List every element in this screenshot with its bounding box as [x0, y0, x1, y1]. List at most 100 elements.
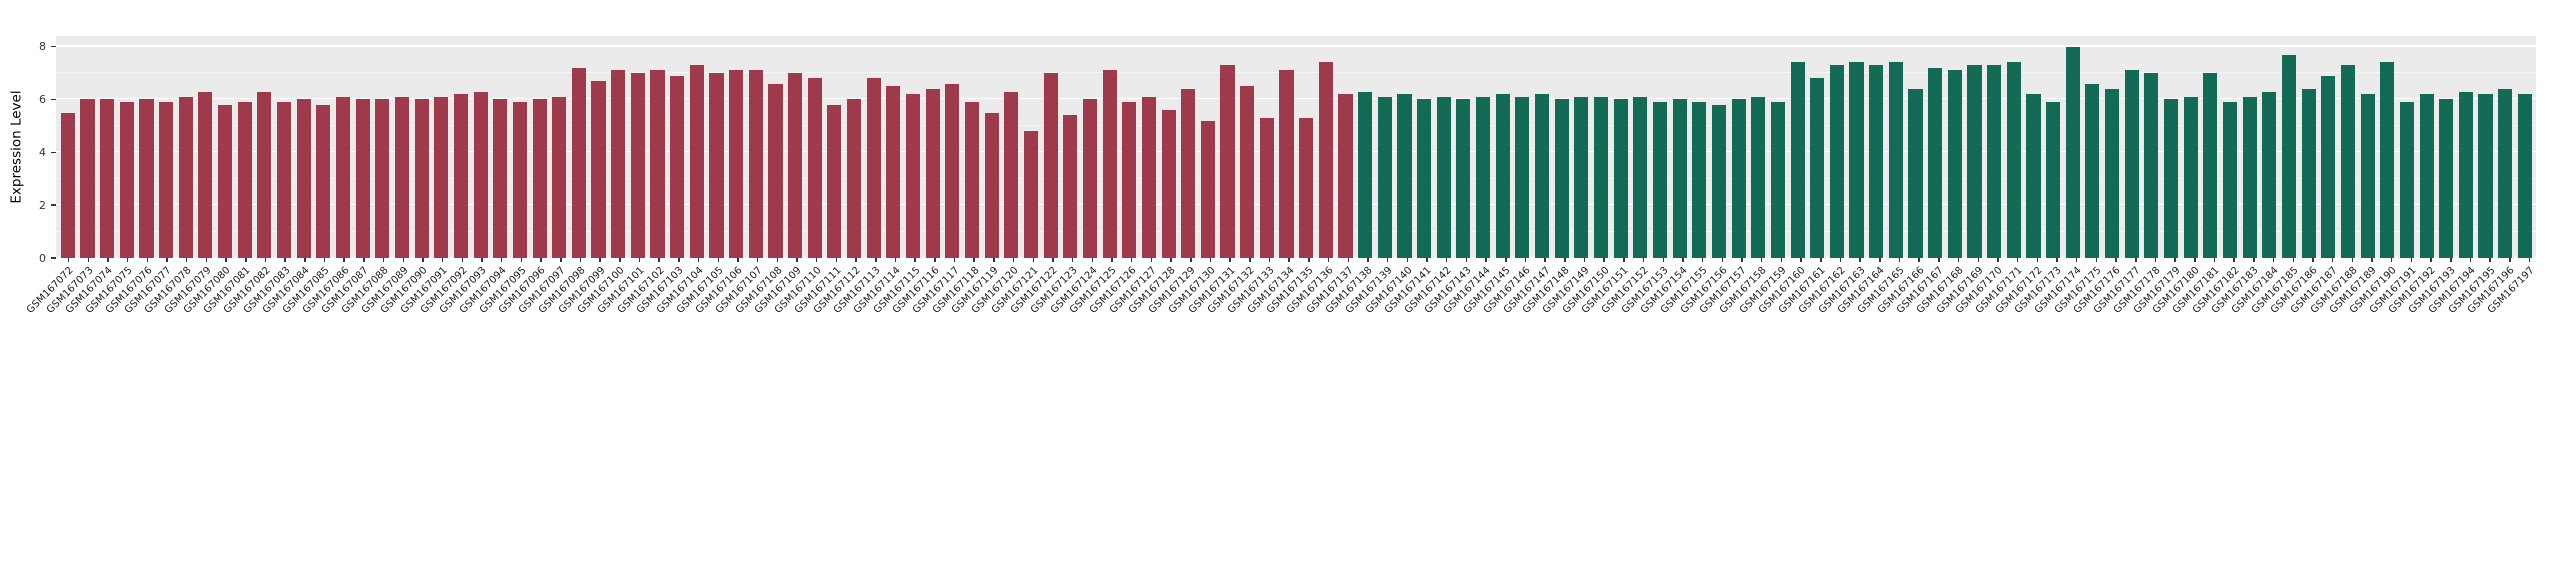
x-axis-label-slot: GSM167149	[1541, 258, 1594, 378]
x-axis-label-slot: GSM167197	[2486, 258, 2539, 378]
x-axis-tick-mark	[1741, 258, 1743, 262]
x-axis-tick-mark	[2075, 258, 2078, 262]
bar-slot	[2495, 36, 2515, 258]
x-axis-label-slot: GSM167120	[970, 258, 1023, 378]
bar	[2183, 96, 2198, 258]
x-axis-tick-mark	[2213, 258, 2216, 262]
x-axis-tick-mark	[1485, 258, 1487, 262]
bar-slot	[1316, 36, 1336, 258]
bar	[1397, 94, 1412, 258]
y-axis-tick-label: 4	[39, 145, 46, 159]
bar-slot	[1807, 36, 1827, 258]
bar-slot	[2181, 36, 2201, 258]
bar-slot	[1296, 36, 1316, 258]
y-axis-tick-label: 2	[39, 198, 46, 212]
x-axis-tick-mark	[914, 258, 916, 262]
x-axis-label-slot: GSM167118	[930, 258, 984, 378]
x-axis-tick-mark	[776, 258, 779, 262]
bar	[80, 99, 95, 258]
x-axis-tick-mark	[973, 258, 975, 262]
x-axis-tick-mark	[185, 258, 188, 262]
bar-slot	[97, 36, 117, 258]
bar-slot	[196, 36, 216, 258]
bar	[532, 99, 547, 258]
bar	[630, 73, 645, 258]
bar-slot	[156, 36, 176, 258]
x-axis-tick-mark	[304, 258, 306, 262]
x-axis-tick-mark	[1386, 258, 1389, 262]
x-axis-tick-mark	[500, 258, 503, 262]
x-axis-tick-mark	[697, 258, 700, 262]
bar	[866, 78, 881, 258]
x-axis-label-slot: GSM167171	[1974, 258, 2027, 378]
bar	[2478, 94, 2493, 258]
bar-slot	[2299, 36, 2319, 258]
x-axis-label-slot: GSM167092	[419, 258, 472, 378]
x-axis-label-slot: GSM167160	[1757, 258, 1811, 378]
x-axis-label-slot: GSM167108	[734, 258, 787, 378]
x-axis-tick-mark	[1209, 258, 1212, 262]
bar-slot	[1886, 36, 1906, 258]
bar-slot	[1454, 36, 1474, 258]
x-axis-label-slot: GSM167138	[1324, 258, 1377, 378]
bar-slot	[1100, 36, 1120, 258]
bar	[1102, 70, 1117, 258]
x-axis-label-slot: GSM167074	[64, 258, 117, 378]
bar-slot	[1395, 36, 1415, 258]
gridline-major	[56, 97, 2536, 100]
bar	[1338, 94, 1353, 258]
bar	[2006, 62, 2021, 258]
gridline-major	[56, 203, 2536, 206]
bar-slot	[431, 36, 451, 258]
x-axis-label-slot: GSM167097	[517, 258, 570, 378]
x-axis-label-slot: GSM167080	[182, 258, 236, 378]
bar	[2144, 73, 2159, 258]
bar	[1908, 88, 1923, 258]
x-axis-label-slot: GSM167193	[2407, 258, 2460, 378]
x-axis-label-slot: GSM167156	[1679, 258, 1732, 378]
x-axis-label-slot: GSM167180	[2151, 258, 2204, 378]
bar-slot	[1788, 36, 1808, 258]
x-axis-tick-mark	[1564, 258, 1566, 262]
bar-slot	[2161, 36, 2181, 258]
bar	[2301, 88, 2316, 258]
bar	[552, 96, 567, 258]
bar	[1731, 99, 1746, 258]
x-axis-label-slot: GSM167169	[1934, 258, 1988, 378]
bar-slot	[667, 36, 687, 258]
x-axis-tick-mark	[1308, 258, 1310, 262]
x-axis-label-slot: GSM167130	[1167, 258, 1220, 378]
bar-slot	[1119, 36, 1139, 258]
x-axis-tick-mark	[953, 258, 956, 262]
x-axis-tick-mark	[1997, 258, 1999, 262]
x-axis-tick-mark	[1426, 258, 1428, 262]
bar	[2458, 91, 2473, 258]
x-axis-label-slot: GSM167124	[1049, 258, 1102, 378]
x-axis: GSM167072 GSM167073 GSM167074 GSM167075 GSM1…	[25, 258, 2540, 378]
bar-slot	[1434, 36, 1454, 258]
bar-slot	[1002, 36, 1022, 258]
bar	[1299, 117, 1314, 258]
x-axis-tick-mark	[126, 258, 129, 262]
x-axis-tick-mark	[107, 258, 109, 262]
bar	[2380, 62, 2395, 258]
x-axis-tick-mark	[737, 258, 739, 262]
x-axis-tick-mark	[2351, 258, 2354, 262]
x-axis-label-slot: GSM167131	[1186, 258, 1240, 378]
bar	[237, 102, 252, 258]
bar-slot	[471, 36, 491, 258]
y-axis-tick-label: 0	[39, 251, 46, 265]
bar	[2242, 96, 2257, 258]
bar	[1141, 96, 1156, 258]
bar	[1220, 65, 1235, 258]
bar	[2340, 65, 2356, 258]
x-axis-tick-mark	[2036, 258, 2039, 262]
bar	[1613, 99, 1628, 258]
x-axis-label-slot: GSM167174	[2033, 258, 2086, 378]
x-axis-label-slot: GSM167111	[793, 258, 846, 378]
bar	[964, 102, 980, 258]
bar-slot	[176, 36, 196, 258]
bar	[1790, 62, 1805, 258]
bar-slot	[1847, 36, 1867, 258]
bar-slot	[707, 36, 727, 258]
